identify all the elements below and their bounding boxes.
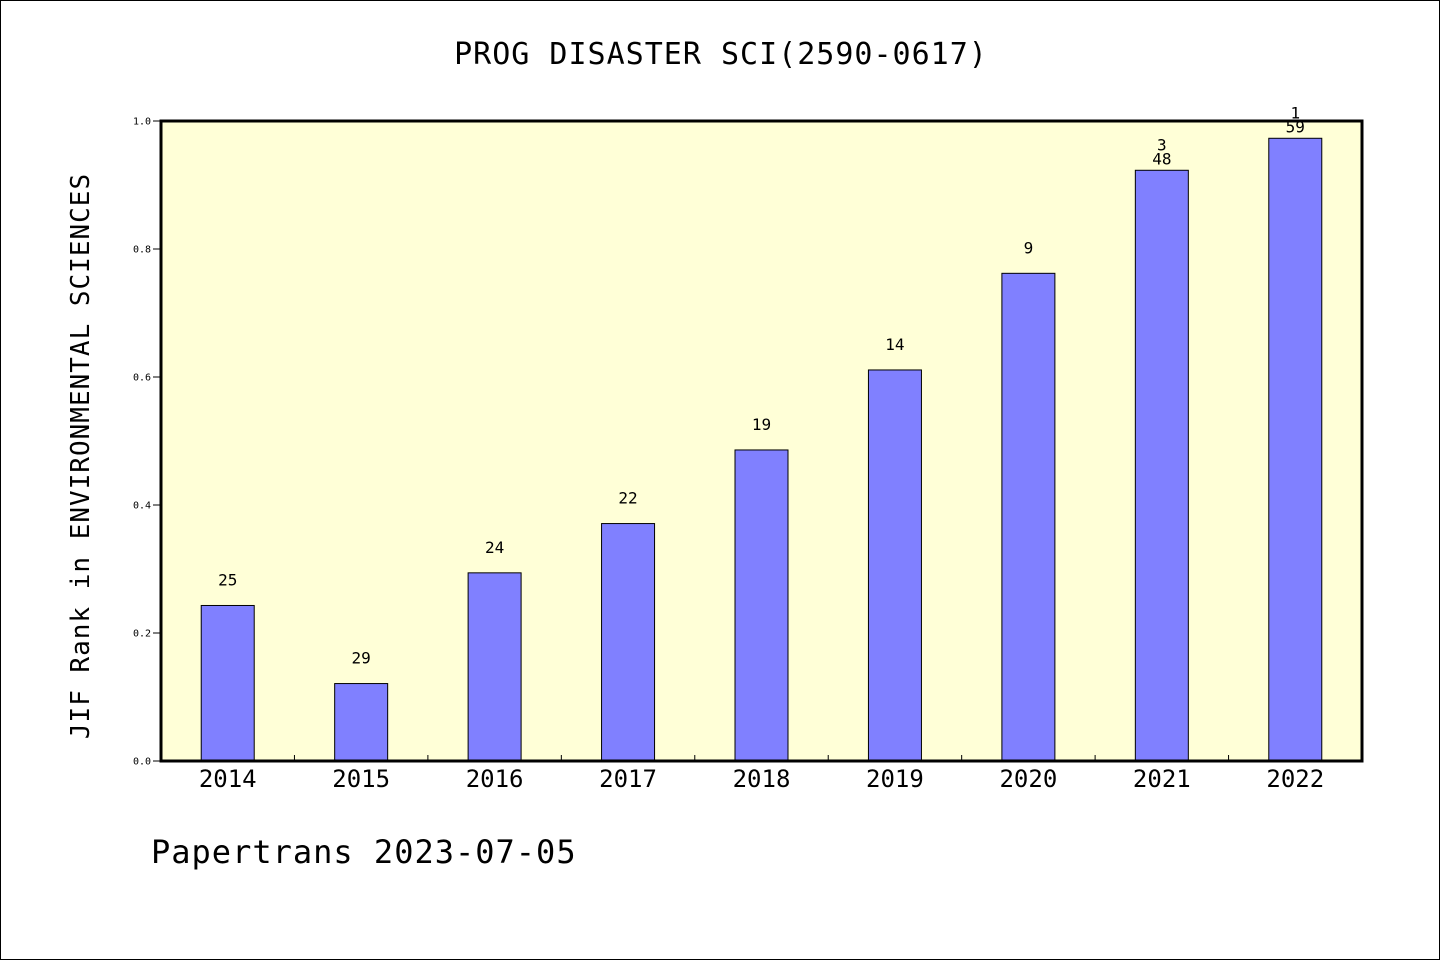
y-tick-label: 1.0 xyxy=(133,117,151,128)
y-tick-label: 0.2 xyxy=(133,629,151,640)
bar-2019 xyxy=(867,369,922,762)
chart-title: PROG DISASTER SCI(2590-0617) xyxy=(454,37,988,72)
bar-2017 xyxy=(601,523,656,762)
bar-2022 xyxy=(1268,137,1323,762)
x-tick-label-2021: 2021 xyxy=(1133,765,1191,793)
bar-label-2016: 24 xyxy=(485,538,504,557)
y-tick-label: 0.0 xyxy=(133,757,151,768)
bar-2021 xyxy=(1134,169,1189,762)
bar-label-2018: 19 xyxy=(752,415,771,434)
x-tick-label-2014: 2014 xyxy=(199,765,257,793)
bar-label-2015: 29 xyxy=(352,649,371,668)
x-tick-label-2016: 2016 xyxy=(466,765,524,793)
bar-2020 xyxy=(1001,272,1056,762)
bar-2016 xyxy=(467,572,522,762)
bar-label-2017: 22 xyxy=(618,489,637,508)
x-tick-label-2019: 2019 xyxy=(866,765,924,793)
bar-2015 xyxy=(334,683,389,762)
plot-border xyxy=(159,119,1364,763)
x-tick-label-2015: 2015 xyxy=(332,765,390,793)
y-tick-label: 0.4 xyxy=(133,501,151,512)
bar-2014 xyxy=(200,604,255,762)
y-tick-label: 0.6 xyxy=(133,373,151,384)
y-tick-label: 0.8 xyxy=(133,245,151,256)
x-tick-label-2017: 2017 xyxy=(599,765,657,793)
bar-2018 xyxy=(734,449,789,762)
bar-label-2014: 25 xyxy=(218,570,237,589)
bar-label-2021: 3 48 xyxy=(1152,135,1171,168)
x-tick-label-2020: 2020 xyxy=(999,765,1057,793)
bar-label-2019: 14 xyxy=(885,335,904,354)
bar-label-2020: 9 xyxy=(1024,238,1034,257)
x-tick-label-2018: 2018 xyxy=(733,765,791,793)
x-tick-label-2022: 2022 xyxy=(1266,765,1324,793)
footer-note: Papertrans 2023-07-05 xyxy=(151,833,577,871)
